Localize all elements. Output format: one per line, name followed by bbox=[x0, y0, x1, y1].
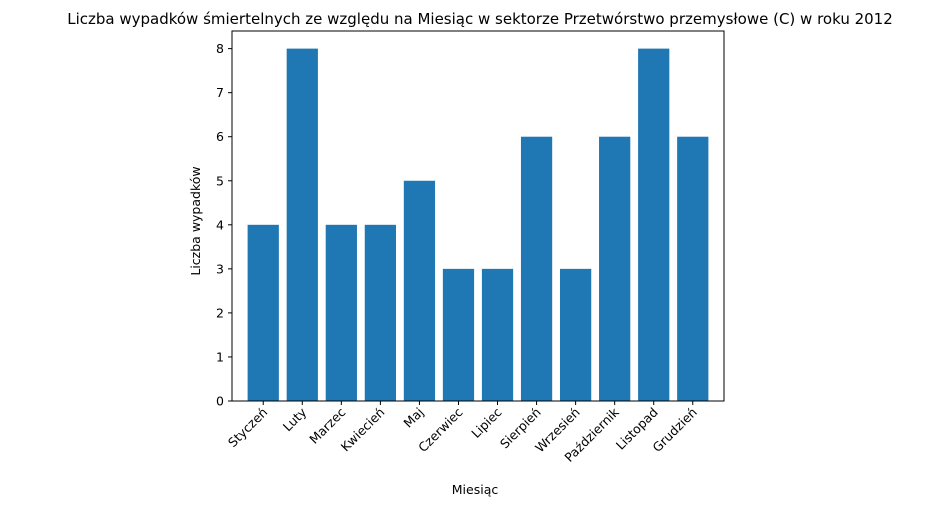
bar-0 bbox=[247, 224, 279, 401]
bar-4 bbox=[403, 180, 436, 401]
y-axis-label: Liczba wypadków bbox=[188, 166, 203, 275]
y-tick-label-3: 3 bbox=[216, 261, 224, 276]
bar-10 bbox=[638, 48, 670, 401]
bar-8 bbox=[560, 268, 592, 401]
x-tick-label-0: Styczeń bbox=[225, 405, 270, 450]
bar-3 bbox=[364, 224, 396, 401]
bars-group bbox=[247, 48, 709, 401]
chart-title: Liczba wypadków śmiertelnych ze względu … bbox=[67, 10, 893, 28]
y-tick-label-5: 5 bbox=[216, 173, 224, 188]
x-tick-label-1: Luty bbox=[280, 404, 310, 434]
y-tick-label-6: 6 bbox=[216, 129, 224, 144]
plot-frame bbox=[231, 30, 725, 402]
y-tick-label-1: 1 bbox=[216, 349, 224, 364]
x-tick-label-4: Maj bbox=[400, 405, 426, 431]
y-tick-label-7: 7 bbox=[216, 85, 224, 100]
x-tick-label-6: Lipiec bbox=[468, 404, 504, 440]
bar-7 bbox=[520, 136, 553, 401]
y-tick-label-8: 8 bbox=[216, 41, 224, 56]
y-axis: 0 1 2 3 4 5 6 7 8 bbox=[216, 41, 232, 409]
bar-2 bbox=[325, 224, 357, 401]
bar-9 bbox=[599, 136, 631, 401]
bar-11 bbox=[677, 136, 709, 401]
x-axis-label: Miesiąc bbox=[452, 482, 499, 497]
y-tick-label-0: 0 bbox=[216, 394, 224, 409]
bar-1 bbox=[286, 48, 318, 401]
bar-6 bbox=[481, 268, 514, 401]
y-tick-label-4: 4 bbox=[216, 217, 224, 232]
y-tick-label-2: 2 bbox=[216, 305, 224, 320]
bar-5 bbox=[442, 268, 475, 401]
